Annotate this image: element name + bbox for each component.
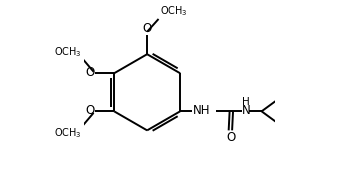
Text: N: N [242, 104, 251, 117]
Text: NH: NH [193, 104, 210, 117]
Text: O: O [226, 131, 236, 144]
Text: H: H [242, 97, 250, 107]
Text: O: O [85, 66, 94, 79]
Text: O: O [85, 104, 94, 118]
Text: OCH$_3$: OCH$_3$ [54, 126, 82, 140]
Text: OCH$_3$: OCH$_3$ [159, 5, 187, 18]
Text: OCH$_3$: OCH$_3$ [54, 45, 82, 59]
Text: O: O [143, 22, 152, 35]
